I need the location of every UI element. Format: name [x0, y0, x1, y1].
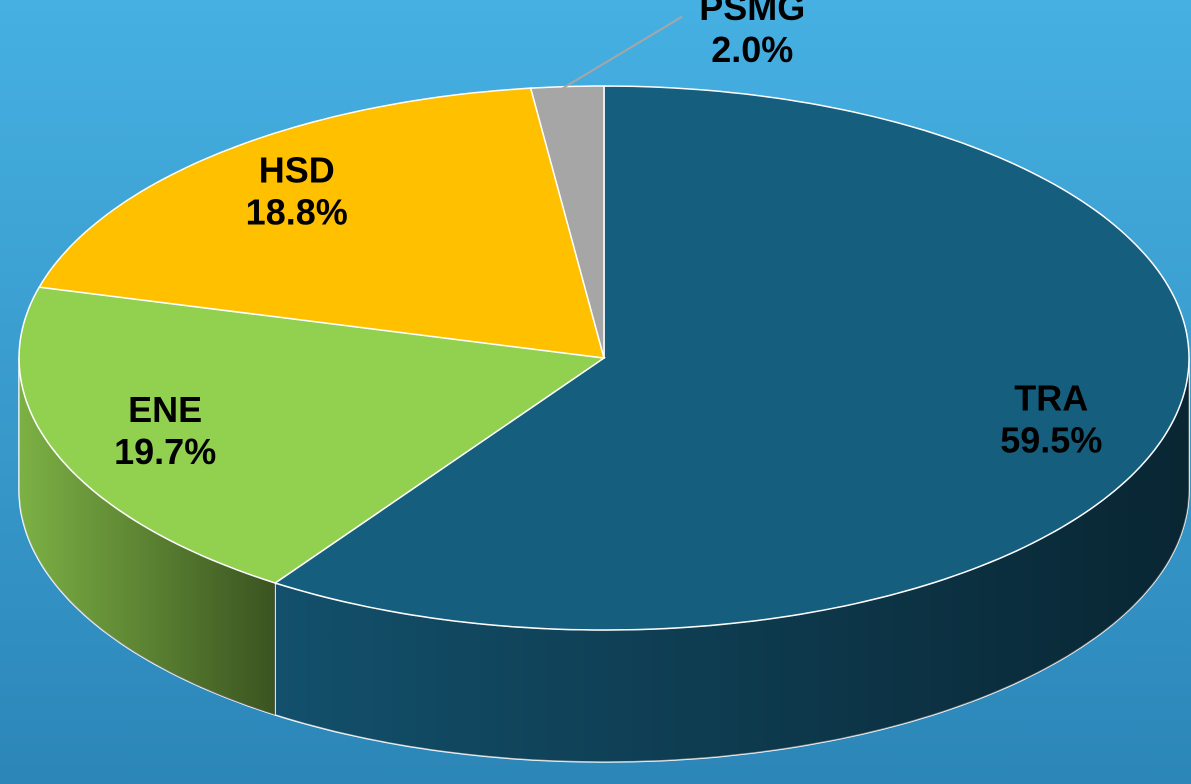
data-label-name: HSD: [259, 149, 335, 190]
data-label-name: TRA: [1014, 377, 1088, 418]
data-label-name: PSMG: [699, 0, 805, 28]
slice: [273, 85, 1190, 631]
slice: [38, 87, 606, 359]
data-label-value: 59.5%: [1000, 419, 1102, 460]
leader-line: [561, 15, 683, 90]
slice-side-shade: [275, 358, 1189, 762]
slice: [18, 286, 607, 584]
data-label-value: 19.7%: [114, 431, 216, 472]
data-label-value: 2.0%: [711, 29, 793, 70]
data-label-name: ENE: [128, 389, 202, 430]
slice-side-shade: [19, 358, 276, 715]
data-label-value: 18.8%: [246, 191, 348, 232]
